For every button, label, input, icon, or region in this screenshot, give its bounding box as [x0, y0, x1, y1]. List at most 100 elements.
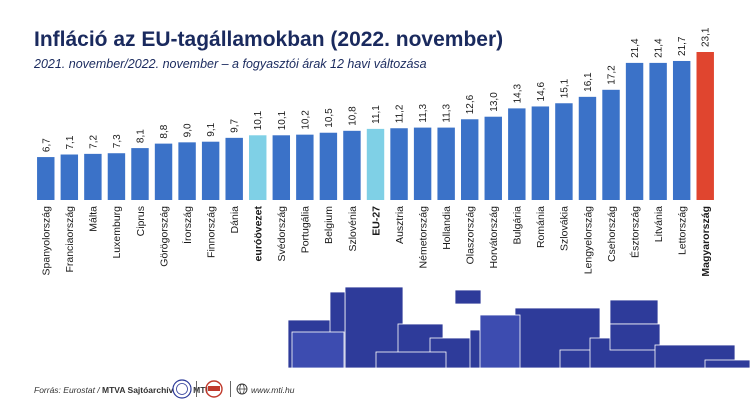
- bar: [508, 108, 526, 200]
- bar: [649, 62, 667, 200]
- value-label: 21,7: [677, 36, 688, 56]
- category-label: Belgium: [323, 206, 335, 244]
- bar: [201, 141, 220, 200]
- bar: [249, 135, 267, 200]
- value-label: 7,1: [65, 135, 76, 149]
- category-label: Írország: [181, 206, 194, 244]
- bar: [60, 154, 79, 200]
- value-label: 9,1: [206, 122, 217, 136]
- value-label: 15,1: [559, 78, 570, 98]
- value-label: 11,2: [395, 104, 406, 123]
- value-labels-group: 6,7 7,1 7,2 7,3 8,1 8,8 9,0 9,1 9,7 10,1 10,1 10,2 1…: [41, 27, 711, 152]
- category-label: Észtország: [628, 206, 641, 258]
- value-label: 23,1: [701, 27, 712, 47]
- value-label: 9,7: [230, 119, 241, 133]
- bar: [578, 96, 597, 200]
- category-label: Bulgária: [512, 206, 524, 245]
- value-label: 7,2: [88, 135, 99, 149]
- value-label: 11,3: [418, 103, 429, 122]
- bar: [531, 106, 550, 200]
- value-label: 7,3: [112, 134, 123, 148]
- bar: [366, 128, 385, 200]
- footer: Forrás: Eurostat / MTVA Sajtóarchívum / …: [34, 379, 295, 399]
- source-bold: MTVA Sajtóarchívum / MTI: [102, 385, 208, 395]
- bar: [672, 60, 691, 200]
- bar: [272, 135, 291, 200]
- category-label: Lengyelország: [582, 206, 594, 274]
- value-label: 21,4: [654, 38, 665, 58]
- chart-subtitle: 2021. november/2022. november – a fogyas…: [33, 57, 427, 71]
- bar: [555, 103, 573, 200]
- category-label: Németország: [417, 206, 429, 269]
- value-label: 11,3: [442, 103, 453, 122]
- category-label: Magyarország: [700, 206, 712, 277]
- mtva-logo: [205, 380, 223, 398]
- value-label: 10,2: [300, 110, 311, 130]
- source-text: Forrás: Eurostat / MTVA Sajtóarchívum / …: [34, 385, 208, 395]
- bar: [296, 134, 314, 200]
- source-prefix: Forrás: Eurostat /: [34, 385, 102, 395]
- value-label: 8,8: [159, 124, 170, 138]
- bar: [437, 127, 455, 200]
- bars-group: [37, 52, 714, 200]
- bar: [37, 157, 55, 200]
- category-label: Szlovákia: [559, 206, 571, 251]
- bar: [225, 137, 243, 200]
- value-label: 14,3: [512, 83, 523, 103]
- value-label: 13,0: [489, 92, 500, 112]
- bar: [602, 89, 620, 200]
- category-label: Franciaország: [64, 206, 76, 273]
- value-label: 11,1: [371, 105, 382, 124]
- website-link[interactable]: www.mti.hu: [251, 385, 295, 395]
- category-label: Finnország: [205, 206, 217, 258]
- category-label: Svédország: [276, 206, 288, 262]
- category-label: euróövezet: [253, 206, 265, 262]
- bar: [154, 143, 173, 200]
- category-label: Románia: [535, 206, 547, 248]
- category-label: Szlovénia: [347, 206, 359, 252]
- category-label: Csehország: [606, 206, 618, 262]
- category-label: Ciprus: [135, 206, 147, 236]
- category-labels-group: Spanyolország Franciaország Málta Luxemburg…: [41, 206, 712, 277]
- bar: [319, 132, 338, 200]
- value-label: 14,6: [536, 82, 547, 102]
- category-label: Luxemburg: [111, 206, 123, 259]
- category-label: Horvátország: [488, 206, 500, 269]
- value-label: 17,2: [607, 65, 618, 85]
- category-label: Dánia: [229, 206, 241, 234]
- footer-divider: [196, 381, 197, 397]
- category-label: Málta: [88, 206, 100, 232]
- category-label: Görögország: [158, 206, 170, 267]
- value-label: 21,4: [630, 38, 641, 58]
- category-label: Portugália: [300, 206, 312, 253]
- value-label: 10,1: [253, 110, 264, 130]
- bar: [131, 148, 149, 200]
- bar: [625, 62, 644, 200]
- bar: [413, 127, 432, 200]
- category-label: Lettország: [676, 206, 688, 255]
- bar: [696, 52, 714, 200]
- value-label: 10,5: [324, 108, 335, 128]
- category-label: Olaszország: [465, 206, 477, 265]
- value-label: 9,0: [183, 123, 194, 137]
- bar: [484, 116, 502, 200]
- category-label: EU-27: [370, 206, 382, 236]
- footer-background: [0, 368, 750, 407]
- category-label: Ausztria: [394, 206, 406, 244]
- bar: [107, 153, 126, 200]
- globe-icon: [236, 383, 248, 395]
- bar: [84, 153, 102, 200]
- category-label: Hollandia: [441, 206, 453, 250]
- bar: [178, 142, 196, 200]
- footer-divider: [230, 381, 231, 397]
- value-label: 10,8: [347, 106, 358, 126]
- category-label: Litvánia: [653, 206, 665, 242]
- bar: [343, 130, 361, 200]
- value-label: 8,1: [135, 129, 146, 143]
- value-label: 16,1: [583, 72, 594, 92]
- value-label: 10,1: [277, 110, 288, 130]
- bar: [460, 119, 479, 200]
- value-label: 12,6: [465, 94, 476, 114]
